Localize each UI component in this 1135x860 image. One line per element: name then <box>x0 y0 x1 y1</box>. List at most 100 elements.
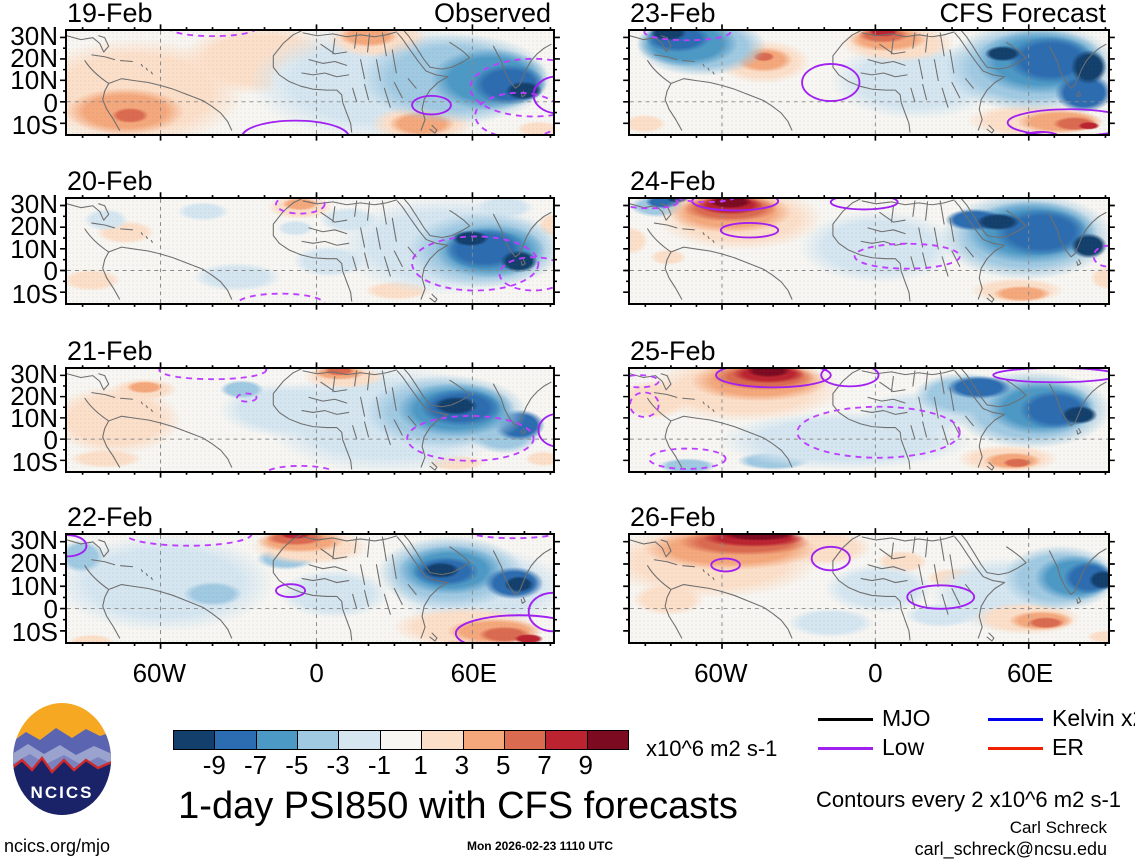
axis-ticks <box>60 24 560 141</box>
colorbar-tick-label: 3 <box>454 750 470 780</box>
panel-date-label: 19-Feb <box>67 0 153 28</box>
purple-wave-contour <box>710 557 741 573</box>
footer-url: ncics.org/mjo <box>4 836 111 856</box>
axis-ticks <box>60 192 560 310</box>
credit-name: Carl Schreck <box>1009 818 1107 837</box>
panel-date-label: 24-Feb <box>630 166 716 196</box>
purple-wave-contour <box>67 535 88 558</box>
colorbar-tick-label: -7 <box>243 750 268 780</box>
logo-ridge-line <box>13 756 111 774</box>
column-header: CFS Forecast <box>939 0 1106 28</box>
purple-wave-contour <box>801 63 861 102</box>
lat-tick-label: 30N <box>10 188 58 219</box>
map-overlay <box>67 31 553 134</box>
lat-tick-label: 10S <box>11 447 58 477</box>
panel-date-label: 21-Feb <box>67 336 153 366</box>
colorbar-segment-6 <box>379 731 422 749</box>
purple-wave-contour <box>820 369 880 388</box>
lat-tick-label: 0 <box>43 424 58 455</box>
lat-tick-label: 20N <box>10 43 58 73</box>
purple-wave-contour <box>648 447 727 470</box>
colorbar <box>173 730 629 750</box>
coastlines <box>67 535 552 642</box>
colorbar-segment-8 <box>462 731 504 749</box>
colorbar-segment-10 <box>545 731 587 749</box>
purple-wave-contour <box>853 242 961 270</box>
coastlines <box>67 31 552 134</box>
map-panel-24-Feb <box>623 192 1115 310</box>
colorbar-segment-4 <box>297 731 339 749</box>
colorbar-tick-label: 9 <box>578 750 593 780</box>
legend-line-er <box>988 747 1043 750</box>
axis-ticks <box>623 24 1115 141</box>
panel-date-label: 20-Feb <box>67 166 153 196</box>
purple-wave-contour <box>275 583 307 599</box>
lat-tick-label: 20N <box>10 548 58 579</box>
panel-date-label: 22-Feb <box>67 502 153 532</box>
coastlines <box>67 369 552 471</box>
lat-tick-label: 30N <box>10 20 58 51</box>
legend-line-kelvin-x2 <box>988 718 1043 721</box>
colorbar-tick-label: -9 <box>202 750 226 780</box>
purple-wave-contour <box>241 119 350 134</box>
purple-wave-contour <box>906 584 976 610</box>
axis-ticks <box>623 192 1115 310</box>
lat-tick-label: 10N <box>10 571 58 602</box>
purple-wave-contour <box>796 405 961 459</box>
legend-label: Low <box>882 734 925 760</box>
lat-tick-label: 10N <box>10 402 58 433</box>
lat-tick-label: 0 <box>43 256 58 287</box>
colorbar-tick-label: -5 <box>285 750 309 780</box>
credit-email: carl_schreck@ncsu.edu <box>914 839 1107 859</box>
axis-ticks <box>623 362 1115 478</box>
coastlines <box>630 369 1107 471</box>
axis-ticks <box>60 362 560 478</box>
coastlines <box>630 535 1107 642</box>
purple-wave-contour <box>630 391 660 418</box>
legend-line-mjo <box>818 718 873 721</box>
panel-date-label: 23-Feb <box>630 0 716 28</box>
purple-wave-contour <box>992 369 1108 384</box>
coastlines <box>67 199 552 303</box>
map-panel-23-Feb <box>623 24 1115 141</box>
colorbar-units-label: x10^6 m2 s-1 <box>646 736 778 761</box>
footer-timestamp: Mon 2026-02-23 1110 UTC <box>466 839 614 853</box>
purple-wave-contour <box>810 545 851 572</box>
lon-tick-label: 60E <box>450 658 497 688</box>
colorbar-tick-label: -3 <box>326 750 350 780</box>
purple-wave-contour <box>719 222 780 239</box>
lat-tick-label: 0 <box>43 594 58 625</box>
colorbar-segment-11 <box>586 731 628 749</box>
lat-tick-label: 10S <box>11 617 58 648</box>
coastlines <box>630 31 1107 134</box>
colorbar-segment-1 <box>174 731 215 749</box>
purple-wave-contour <box>498 256 553 292</box>
purple-wave-contour <box>532 75 553 114</box>
purple-wave-contour <box>236 392 258 403</box>
purple-wave-contour <box>829 199 899 211</box>
purple-wave-contour <box>537 413 553 447</box>
map-panel-19-Feb <box>60 24 560 141</box>
map-panel-21-Feb <box>60 362 560 478</box>
logo-text: NCICS <box>31 783 94 802</box>
lat-tick-label: 30N <box>10 358 58 389</box>
lon-tick-label: 60E <box>1006 658 1054 688</box>
column-header: Observed <box>433 0 551 28</box>
axis-ticks <box>60 528 560 649</box>
lat-tick-label: 20N <box>10 380 58 411</box>
lat-tick-label: 10N <box>10 65 58 96</box>
logo-base <box>13 758 111 815</box>
lat-tick-label: 10N <box>10 233 58 264</box>
purple-wave-contour <box>527 591 553 633</box>
map-panel-20-Feb <box>60 192 560 310</box>
colorbar-tick-label: 1 <box>413 750 428 780</box>
map-overlay <box>630 369 1108 471</box>
ncics-logo: NCICS <box>13 703 111 815</box>
purple-wave-contour <box>1024 131 1058 134</box>
lon-tick-label: 60W <box>694 658 748 688</box>
map-panel-22-Feb <box>60 528 560 649</box>
colorbar-tick-label: 7 <box>537 750 552 780</box>
colorbar-tick-label: -1 <box>367 750 391 780</box>
purple-wave-contour <box>275 199 326 215</box>
purple-wave-contour <box>630 199 679 210</box>
